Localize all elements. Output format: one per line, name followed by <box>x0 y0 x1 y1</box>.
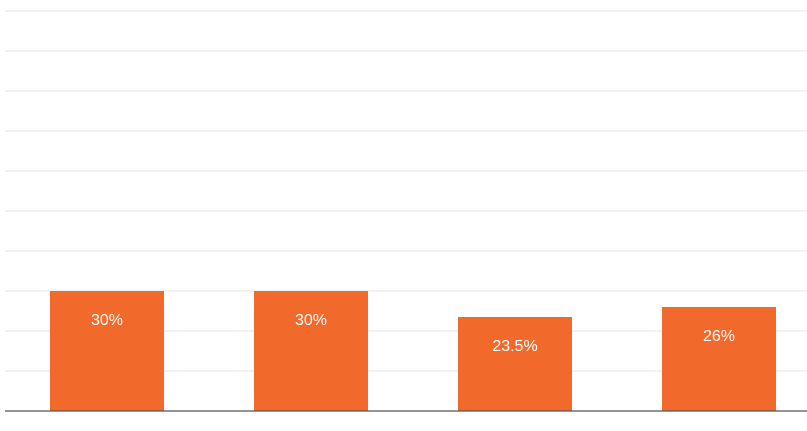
bar <box>254 291 368 411</box>
bar <box>458 317 572 411</box>
value-label: 23.5% <box>492 338 537 355</box>
value-label: 30% <box>91 312 123 329</box>
value-label: 30% <box>295 312 327 329</box>
bar <box>662 307 776 411</box>
value-label: 26% <box>703 328 735 345</box>
bar <box>50 291 164 411</box>
